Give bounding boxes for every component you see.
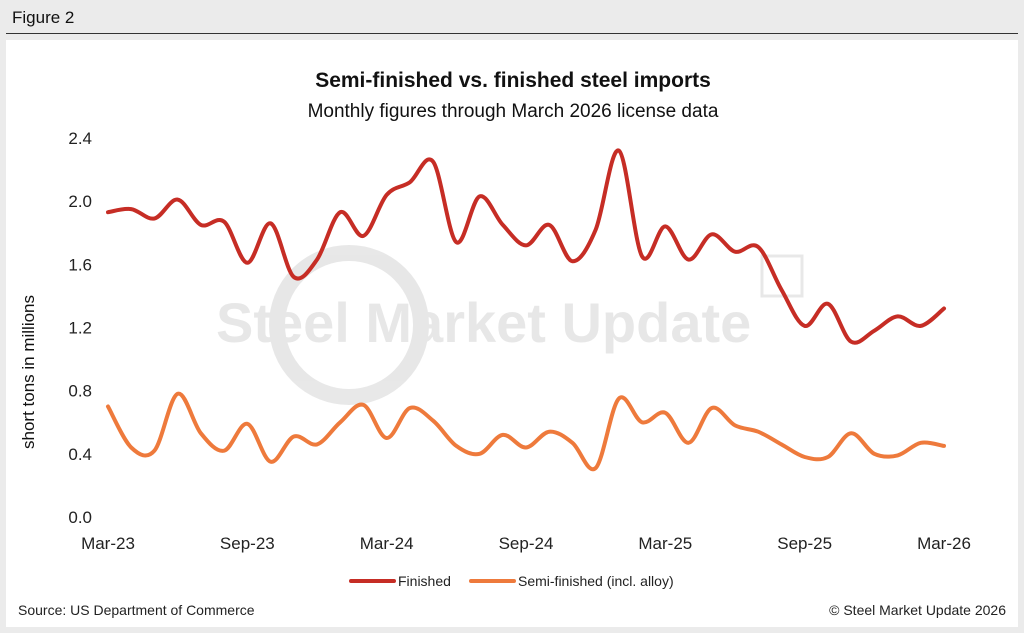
y-tick-label: 0.4 xyxy=(68,445,92,464)
legend-semi-finished-label: Semi-finished (incl. alloy) xyxy=(518,573,674,589)
x-tick-label: Mar-26 xyxy=(917,534,971,553)
legend: Finished Semi-finished (incl. alloy) xyxy=(349,573,674,589)
watermark-text: Steel Market Update xyxy=(216,291,751,354)
watermark-badge-icon xyxy=(760,254,804,298)
figure-label: Figure 2 xyxy=(12,8,75,27)
y-tick-label: 2.0 xyxy=(68,192,92,211)
x-tick-label: Sep-24 xyxy=(499,534,554,553)
x-tick-label: Mar-24 xyxy=(360,534,414,553)
x-tick-label: Sep-23 xyxy=(220,534,275,553)
watermark-logo-icon xyxy=(269,245,429,405)
source-note: Source: US Department of Commerce xyxy=(18,602,255,618)
series-line-finished xyxy=(106,148,946,345)
y-tick-label: 0.0 xyxy=(68,508,92,527)
y-tick-label: 2.4 xyxy=(68,129,92,148)
chart-panel: Steel Market Update Semi-finished vs. fi… xyxy=(6,40,1018,627)
series-line-semi-finished xyxy=(106,391,946,472)
chart-subtitle: Monthly figures through March 2026 licen… xyxy=(308,101,719,122)
x-tick-label: Sep-25 xyxy=(777,534,832,553)
figure-divider xyxy=(6,33,1018,34)
chart-title: Semi-finished vs. finished steel imports xyxy=(315,69,711,92)
watermark: Steel Market Update xyxy=(216,245,804,405)
y-tick-label: 1.6 xyxy=(68,255,92,274)
legend-finished-label: Finished xyxy=(398,573,451,589)
y-axis-label: short tons in millions xyxy=(19,295,38,449)
line-chart: Steel Market Update Semi-finished vs. fi… xyxy=(19,69,971,589)
x-tick-label: Mar-23 xyxy=(81,534,135,553)
y-tick-label: 1.2 xyxy=(68,319,92,338)
y-tick-label: 0.8 xyxy=(68,382,92,401)
x-tick-label: Mar-25 xyxy=(638,534,692,553)
copyright-note: © Steel Market Update 2026 xyxy=(829,602,1006,618)
